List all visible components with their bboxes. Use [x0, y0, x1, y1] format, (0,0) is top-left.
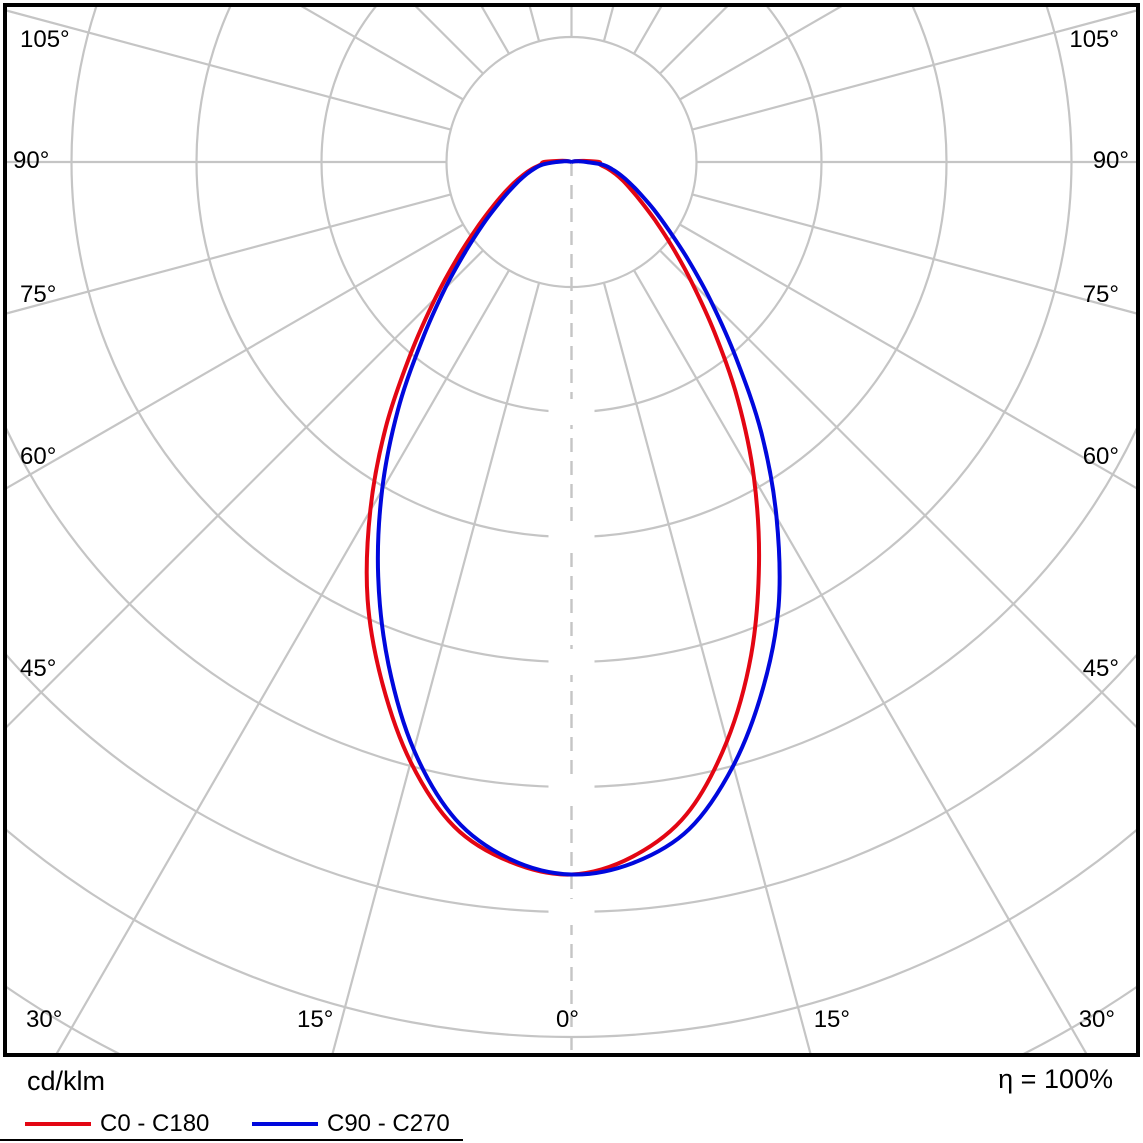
angle-label-r30: 30°	[1078, 1006, 1115, 1033]
angle-label-l15: 15°	[297, 1006, 334, 1033]
legend-swatch-c90-c270	[252, 1122, 318, 1126]
angle-label-r60: 60°	[1082, 443, 1119, 470]
units-label: cd/klm	[27, 1066, 106, 1096]
legend-underline	[0, 1139, 463, 1141]
angle-label-b0: 0°	[556, 1006, 579, 1033]
curve-c90-c270	[375, 159, 782, 877]
legend-label-c0-c180: C0 - C180	[100, 1110, 210, 1137]
angle-label-l75: 75°	[20, 281, 57, 308]
chart-border	[3, 3, 1140, 1057]
angle-label-l105: 105°	[20, 26, 70, 53]
angle-label-r15: 15°	[813, 1006, 850, 1033]
angle-label-l45: 45°	[20, 655, 57, 682]
efficiency-label: η = 100%	[998, 1064, 1113, 1094]
legend-label-c90-c270: C90 - C270	[327, 1110, 450, 1137]
legend-swatch-c0-c180	[25, 1122, 91, 1126]
angle-label-r105: 105°	[1069, 26, 1119, 53]
angle-label-l30: 30°	[26, 1006, 63, 1033]
angle-label-r90: 90°	[1092, 147, 1129, 174]
angle-label-r45: 45°	[1082, 655, 1119, 682]
angle-label-l90: 90°	[13, 147, 50, 174]
angle-label-r75: 75°	[1082, 281, 1119, 308]
angle-label-l60: 60°	[20, 443, 57, 470]
